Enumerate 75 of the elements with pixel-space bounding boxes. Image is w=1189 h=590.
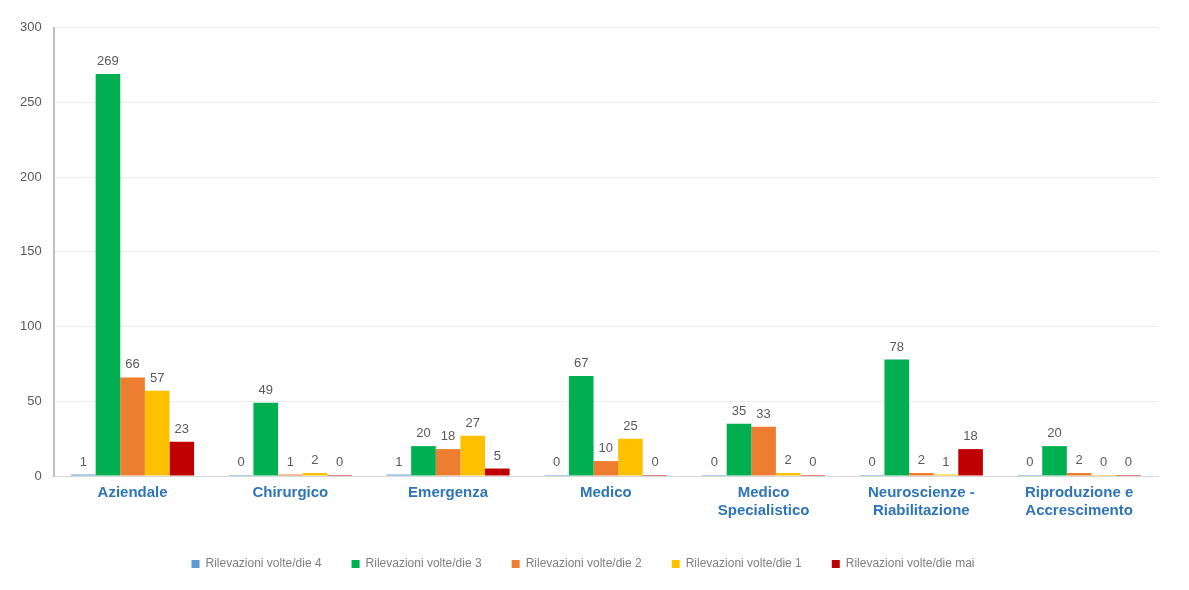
y-tick-label: 300 (19, 19, 42, 35)
data-label: 27 (465, 414, 480, 430)
data-label: 0 (335, 454, 344, 470)
y-tick-label: 200 (19, 168, 42, 184)
data-label: 66 (125, 356, 140, 372)
data-label: 5 (493, 447, 501, 463)
data-label: 0 (868, 454, 876, 470)
data-label: 35 (731, 402, 747, 418)
bar (884, 359, 910, 476)
x-tick-label: Neuroscienze - Riabilitazione (868, 483, 975, 519)
bar (775, 473, 801, 476)
bar (1042, 446, 1067, 476)
data-label: 23 (174, 420, 190, 436)
bar (593, 461, 619, 476)
legend-label: Rilevazioni volte/die 3 (365, 556, 482, 571)
data-label: 0 (651, 454, 659, 470)
y-tick-label: 50 (27, 392, 42, 408)
bar (144, 390, 170, 476)
data-label: 0 (553, 454, 561, 470)
data-label: 269 (97, 53, 119, 69)
data-label: 0 (710, 454, 718, 470)
data-label: 18 (440, 428, 456, 444)
bar (958, 449, 983, 476)
y-tick-label: 0 (34, 467, 42, 483)
bar (120, 377, 145, 476)
data-label: 2 (311, 452, 319, 468)
x-tick-label: Aziendale (97, 483, 168, 501)
data-label: 0 (1026, 454, 1034, 470)
bar (1066, 473, 1092, 476)
bar (460, 435, 485, 476)
y-tick-label: 150 (19, 243, 42, 259)
data-label: 67 (574, 354, 589, 370)
data-label: 1 (942, 453, 950, 469)
data-label: 2 (784, 452, 792, 468)
legend-label: Rilevazioni volte/die mai (845, 556, 975, 571)
bar (435, 449, 461, 476)
bar (909, 473, 934, 476)
x-tick-label: Riproduzione e Accrescimento (1024, 483, 1134, 519)
data-label: 2 (1075, 452, 1083, 468)
data-label: 33 (756, 405, 771, 421)
x-tick-label: Emergenza (408, 483, 489, 501)
data-label: 0 (237, 454, 245, 470)
bar (302, 473, 328, 476)
data-label: 0 (1124, 454, 1132, 470)
bar (726, 423, 752, 476)
data-label: 0 (1100, 454, 1108, 470)
bar (751, 426, 776, 476)
data-label: 49 (258, 381, 273, 397)
bar (618, 438, 643, 476)
bar (95, 74, 121, 476)
y-tick-label: 100 (19, 318, 42, 334)
data-label: 25 (623, 417, 638, 433)
data-label: 2 (917, 452, 925, 468)
x-tick-label: Chirurgico (252, 483, 329, 501)
data-label: 57 (149, 369, 165, 385)
bar (485, 468, 510, 476)
data-label: 10 (598, 440, 614, 456)
data-label: 20 (416, 425, 431, 441)
x-tick-label: Medico (580, 483, 632, 501)
data-label: 18 (963, 428, 978, 444)
y-tick-label: 250 (19, 94, 42, 110)
bar (169, 441, 195, 476)
legend-label: Rilevazioni volte/die 4 (205, 556, 322, 571)
legend-label: Rilevazioni volte/die 1 (685, 556, 803, 571)
legend-label: Rilevazioni volte/die 2 (525, 556, 643, 571)
bar (253, 402, 279, 476)
bar (411, 446, 436, 476)
data-label: 1 (79, 453, 87, 469)
x-tick-label: Medico Specialistico (717, 483, 810, 519)
bar (568, 375, 594, 476)
data-label: 0 (809, 454, 817, 470)
data-label: 1 (286, 453, 294, 469)
data-label: 1 (395, 453, 403, 469)
data-label: 78 (889, 338, 904, 354)
data-label: 20 (1047, 425, 1062, 441)
